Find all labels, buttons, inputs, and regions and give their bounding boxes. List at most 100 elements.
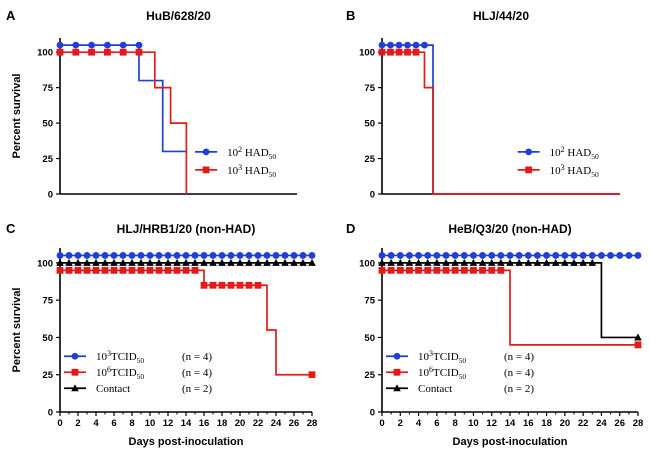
data-point: [561, 258, 569, 266]
legend-count: (n = 2): [504, 383, 534, 395]
data-point: [56, 258, 64, 266]
data-point: [579, 252, 587, 259]
data-point: [561, 252, 569, 259]
data-point: [227, 252, 235, 259]
legend-count: (n = 2): [182, 383, 212, 395]
data-point: [551, 258, 560, 266]
data-point: [101, 252, 109, 259]
series-0: [56, 41, 187, 153]
x-tick-label: 4: [93, 418, 99, 429]
x-tick-label: 14: [181, 418, 192, 429]
y-tick-label: 50: [42, 333, 53, 344]
data-point: [173, 258, 181, 266]
data-point: [74, 266, 82, 274]
y-tick-label: 0: [48, 408, 53, 419]
x-tick-label: 6: [434, 418, 439, 429]
data-point: [164, 258, 172, 266]
y-tick-label: 75: [42, 296, 53, 307]
y-tick-label: 100: [37, 48, 53, 59]
legend: 102 HAD50 103 HAD50: [517, 145, 599, 179]
x-tick-label: 12: [486, 418, 497, 429]
panel-letter: D: [346, 221, 355, 236]
data-point: [218, 281, 226, 289]
data-point: [200, 252, 208, 259]
data-point: [433, 258, 441, 266]
data-point: [308, 252, 316, 259]
data-point: [406, 266, 413, 274]
data-point: [378, 252, 386, 259]
data-point: [191, 252, 199, 259]
data-point: [137, 252, 145, 259]
data-point: [65, 252, 73, 259]
x-tick-label: 16: [523, 418, 534, 429]
data-point: [65, 266, 73, 274]
data-point: [506, 258, 514, 266]
data-point: [515, 252, 523, 259]
data-point: [88, 48, 95, 56]
data-point: [146, 258, 154, 266]
x-tick-label: 26: [614, 418, 625, 429]
data-point: [218, 258, 226, 266]
legend-label: 102 HAD50: [550, 145, 599, 161]
legend-count: (n = 4): [504, 367, 534, 379]
data-point: [281, 252, 289, 259]
x-tick-label: 22: [253, 418, 264, 429]
legend-item: 102 HAD50: [517, 145, 599, 161]
data-point: [421, 41, 428, 49]
y-axis-label: Percent survival: [11, 74, 23, 159]
data-point: [488, 266, 496, 274]
x-tick-label: 8: [452, 418, 457, 429]
data-point: [579, 258, 587, 266]
data-point: [616, 252, 624, 259]
data-point: [182, 252, 190, 259]
data-point: [146, 266, 154, 274]
data-point: [433, 266, 441, 274]
data-point: [299, 258, 307, 266]
data-point: [146, 252, 154, 259]
legend-label: 103 HAD50: [227, 163, 276, 179]
data-point: [396, 266, 404, 274]
legend-label: Contact: [418, 383, 452, 395]
data-point: [209, 252, 217, 259]
data-point: [442, 266, 450, 274]
series-1: [378, 48, 620, 195]
data-point: [209, 281, 217, 289]
data-point: [588, 258, 597, 266]
y-tick-label: 25: [42, 154, 53, 165]
data-point: [83, 258, 91, 266]
y-tick-label: 50: [42, 119, 53, 130]
data-point: [227, 258, 235, 266]
legend-label: 103TCID50: [96, 349, 144, 365]
x-tick-label: 18: [541, 418, 552, 429]
x-tick-label: 26: [289, 418, 300, 429]
data-point: [218, 252, 226, 259]
legend-swatch-marker: [393, 352, 401, 360]
data-point: [254, 258, 262, 266]
data-point: [442, 252, 450, 259]
data-point: [524, 258, 533, 266]
data-point: [88, 41, 95, 49]
y-tick-label: 50: [364, 119, 375, 130]
data-point: [607, 252, 614, 259]
series-1: [56, 266, 316, 379]
x-tick-label: 10: [145, 418, 156, 429]
data-point: [83, 266, 91, 274]
x-tick-label: 22: [578, 418, 589, 429]
data-point: [478, 258, 487, 266]
data-point: [92, 266, 100, 274]
data-point: [245, 252, 253, 259]
data-point: [433, 252, 441, 259]
data-point: [155, 266, 163, 274]
data-point: [254, 252, 262, 259]
y-tick-label: 0: [370, 190, 375, 201]
data-point: [110, 252, 118, 259]
data-point: [272, 252, 280, 259]
legend-count: (n = 4): [504, 351, 534, 363]
data-point: [524, 252, 532, 259]
data-point: [570, 252, 578, 259]
panel-title: HuB/628/20: [146, 9, 211, 23]
data-point: [387, 48, 394, 56]
data-point: [415, 266, 422, 274]
